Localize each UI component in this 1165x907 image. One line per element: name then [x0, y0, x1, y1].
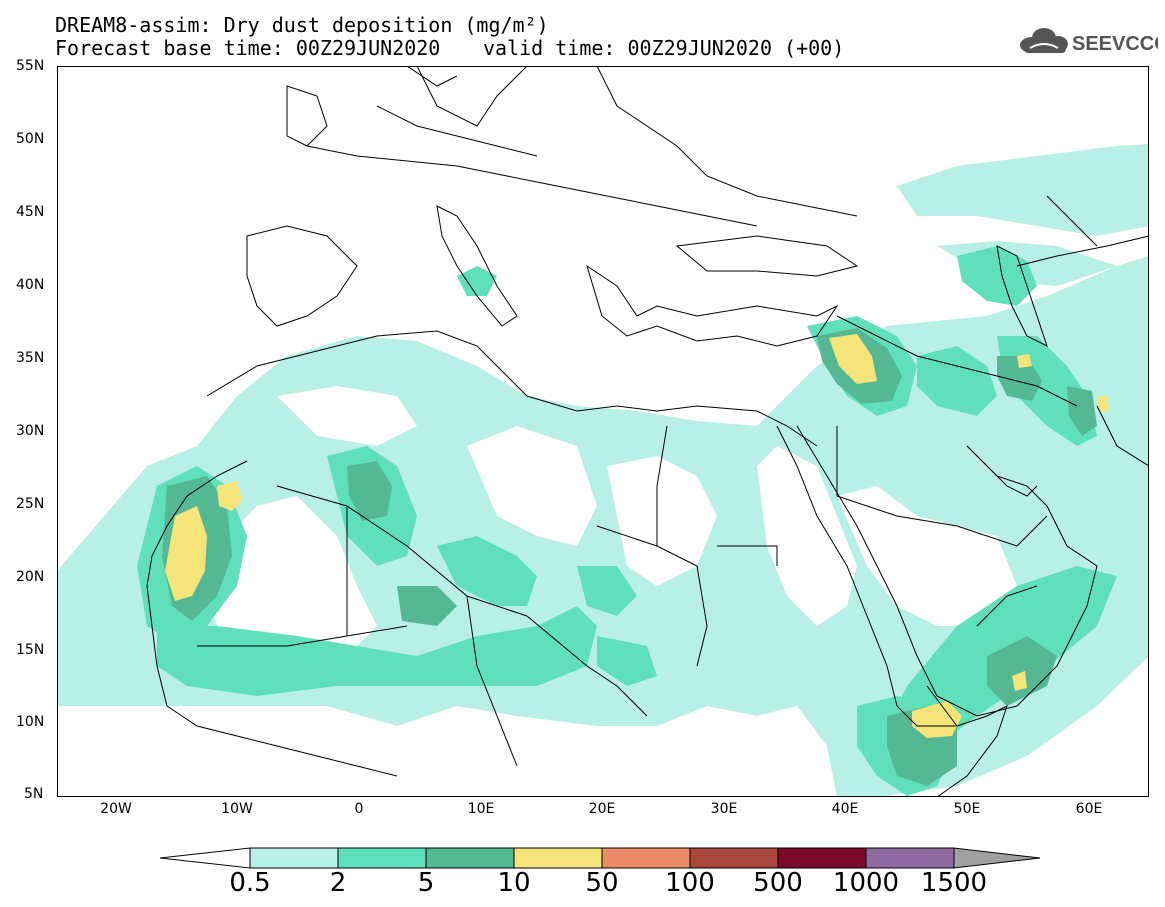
forecast-base-time: Forecast base time: 00Z29JUN2020: [55, 36, 441, 60]
colorbar-bin: [865, 847, 955, 869]
seevccc-logo: SEEVCCC: [1020, 28, 1158, 55]
colorbar-bin: [689, 847, 779, 869]
cloud-icon: [1020, 28, 1068, 53]
lon-label: 50E: [953, 801, 981, 817]
lon-label: 30E: [710, 801, 738, 817]
colorbar-label: 5: [417, 868, 435, 898]
lat-label: 10N: [16, 714, 45, 730]
colorbar-bin: [777, 847, 867, 869]
lat-label: 45N: [16, 204, 45, 220]
colorbar-label: 500: [753, 868, 803, 898]
colorbar-bin: [601, 847, 691, 869]
lat-label: 30N: [16, 423, 45, 439]
lat-label: 55N: [16, 58, 45, 74]
colorbar-label: 2: [329, 868, 347, 898]
lat-label: 15N: [16, 642, 45, 658]
colorbar-lower-arrow: [160, 847, 251, 869]
colorbar-bin: [425, 847, 515, 869]
chart-title: DREAM8-assim: Dry dust deposition (mg/m²…: [55, 13, 549, 37]
map-panel: [57, 66, 1149, 797]
lat-label: 20N: [16, 569, 45, 585]
lon-label: 10W: [221, 801, 253, 817]
lon-label: 60E: [1075, 801, 1103, 817]
lon-label: 20E: [588, 801, 616, 817]
logo-text: SEEVCCC: [1072, 33, 1158, 55]
lat-label: 25N: [16, 496, 45, 512]
lon-label: 10E: [467, 801, 495, 817]
lon-label: 0: [354, 801, 364, 817]
colorbar-label: 1000: [832, 868, 900, 898]
dust-field-very-high: [165, 334, 1109, 738]
colorbar-label: 1500: [920, 868, 988, 898]
colorbar: [160, 847, 1041, 869]
coastlines: [146, 66, 1149, 797]
colorbar-label: 0.5: [229, 868, 271, 898]
lon-label: 20W: [100, 801, 132, 817]
lat-label: 5N: [24, 786, 44, 802]
lat-label: 35N: [16, 350, 45, 366]
colorbar-bin: [249, 847, 339, 869]
valid-time: valid time: 00Z29JUN2020 (+00): [483, 36, 845, 60]
colorbar-label: 100: [665, 868, 715, 898]
colorbar-upper-arrow: [953, 847, 1041, 869]
colorbar-bin: [513, 847, 603, 869]
lat-label: 40N: [16, 277, 45, 293]
colorbar-label: 50: [585, 868, 619, 898]
lat-label: 50N: [16, 131, 45, 147]
lon-label: 40E: [831, 801, 859, 817]
colorbar-label: 10: [497, 868, 531, 898]
colorbar-bin: [337, 847, 427, 869]
